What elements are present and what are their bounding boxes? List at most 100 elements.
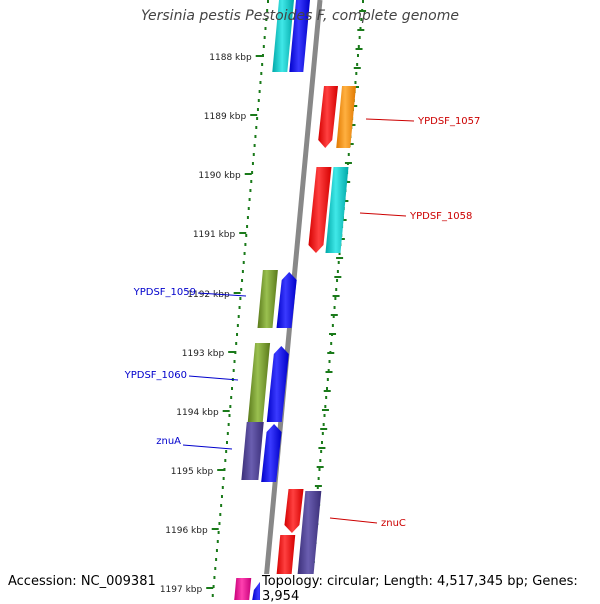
kbp-tick [211, 528, 219, 530]
left-rail-dot [211, 594, 214, 597]
right-rail-dot [335, 288, 338, 291]
gene-block-ypdsf-1058 [308, 167, 332, 253]
right-rail-tick [355, 48, 363, 50]
kbp-label: 1190 kbp [198, 171, 241, 181]
left-rail-dot [217, 531, 220, 534]
left-rail-dot [218, 522, 221, 525]
left-rail-dot [239, 297, 242, 300]
gene-label-znuc: znuC [381, 518, 406, 529]
kbp-tick [217, 469, 225, 471]
right-rail-dot [356, 63, 359, 66]
left-rail-dot [248, 198, 251, 201]
left-rail-dot [253, 144, 256, 147]
left-rail-dot [231, 387, 234, 390]
right-rail-dot [320, 450, 323, 453]
kbp-label: 1193 kbp [182, 349, 225, 359]
left-rail-dot [267, 0, 269, 3]
right-rail-tick [325, 371, 333, 373]
left-rail-dot [251, 171, 254, 174]
right-rail-dot [332, 315, 335, 318]
left-rail-dot [236, 324, 239, 327]
right-rail-tick [318, 447, 326, 449]
left-rail-dot [261, 63, 264, 66]
left-rail-dot [242, 261, 245, 264]
left-rail-dot [261, 54, 264, 57]
gene-block-blue-arrow [266, 346, 289, 422]
left-rail-dot [235, 342, 238, 345]
right-rail-tick [323, 390, 331, 392]
kbp-tick [206, 587, 214, 589]
left-rail-dot [212, 585, 215, 588]
gene-block-blue [289, 0, 310, 72]
gene-block-cyan [272, 0, 294, 72]
left-rail-dot [256, 117, 259, 120]
right-rail-dot [357, 45, 360, 48]
left-rail-dot [243, 252, 246, 255]
right-rail-dot [362, 0, 364, 3]
gene-label-leader-ypdsf-1058 [359, 212, 407, 217]
accession-label: Accession: NC_009381 [6, 574, 158, 589]
right-rail-tick [332, 295, 340, 297]
kbp-label: 1195 kbp [171, 467, 214, 477]
left-rail-dot [258, 90, 261, 93]
left-rail-dot [259, 81, 262, 84]
gene-block-orange [336, 86, 357, 148]
left-rail-dot [230, 396, 233, 399]
gene-label-ypdsf-1059: YPDSF_1059 [133, 287, 196, 298]
right-rail-tick [359, 10, 367, 12]
right-rail-dot [316, 486, 319, 489]
gene-block-ypdsf-1057 [318, 86, 339, 148]
right-rail-dot [328, 360, 331, 363]
gene-label-leader-ypdsf-1059 [197, 292, 247, 297]
right-rail-dot [354, 81, 357, 84]
gene-label-leader-znuc [329, 517, 378, 524]
left-rail-dot [250, 180, 253, 183]
left-rail-dot [214, 567, 217, 570]
left-rail-dot [222, 477, 225, 480]
left-rail-dot [220, 495, 223, 498]
right-rail-dot [347, 153, 350, 156]
gene-block-magenta [234, 578, 252, 600]
right-rail-dot [321, 432, 324, 435]
right-rail-dot [322, 423, 325, 426]
left-rail-dot [246, 225, 249, 228]
kbp-tick [250, 114, 258, 116]
left-rail-dot [240, 288, 243, 291]
gene-block-red [276, 535, 296, 577]
gene-label-ypdsf-1057: YPDSF_1057 [417, 116, 480, 127]
gene-block-znuc [284, 489, 304, 533]
right-rail-dot [326, 387, 329, 390]
kbp-tick [244, 173, 252, 175]
right-rail-tick [353, 67, 361, 69]
left-rail-dot [216, 540, 219, 543]
kbp-label: 1196 kbp [165, 526, 208, 536]
gene-label-leader-ypdsf-1060 [188, 375, 239, 381]
gene-label-znua: znuA [156, 436, 181, 447]
gene-block-blue-arrow [261, 424, 282, 482]
left-rail-dot [224, 459, 227, 462]
kbp-label: 1189 kbp [204, 112, 247, 122]
kbp-label: 1188 kbp [209, 53, 252, 63]
left-rail-dot [247, 207, 250, 210]
left-rail-dot [228, 414, 231, 417]
right-rail-dot [333, 306, 336, 309]
right-rail-tick [314, 485, 322, 487]
left-rail-dot [264, 27, 267, 30]
right-rail-tick [320, 428, 328, 430]
topology-label: Topology: circular; Length: 4,517,345 bp… [260, 574, 600, 604]
kbp-tick [239, 232, 247, 234]
right-rail-dot [323, 414, 326, 417]
right-rail-dot [360, 18, 363, 21]
left-rail-dot [221, 486, 224, 489]
left-rail-dot [237, 315, 240, 318]
left-rail-dot [246, 216, 249, 219]
right-rail-dot [337, 261, 340, 264]
gene-label-ypdsf-1060: YPDSF_1060 [124, 370, 187, 381]
gene-block-blue-arrow [276, 272, 297, 328]
kbp-label: 1191 kbp [193, 230, 236, 240]
right-rail-tick [329, 333, 337, 335]
left-rail-dot [238, 306, 241, 309]
left-rail-dot [244, 243, 247, 246]
